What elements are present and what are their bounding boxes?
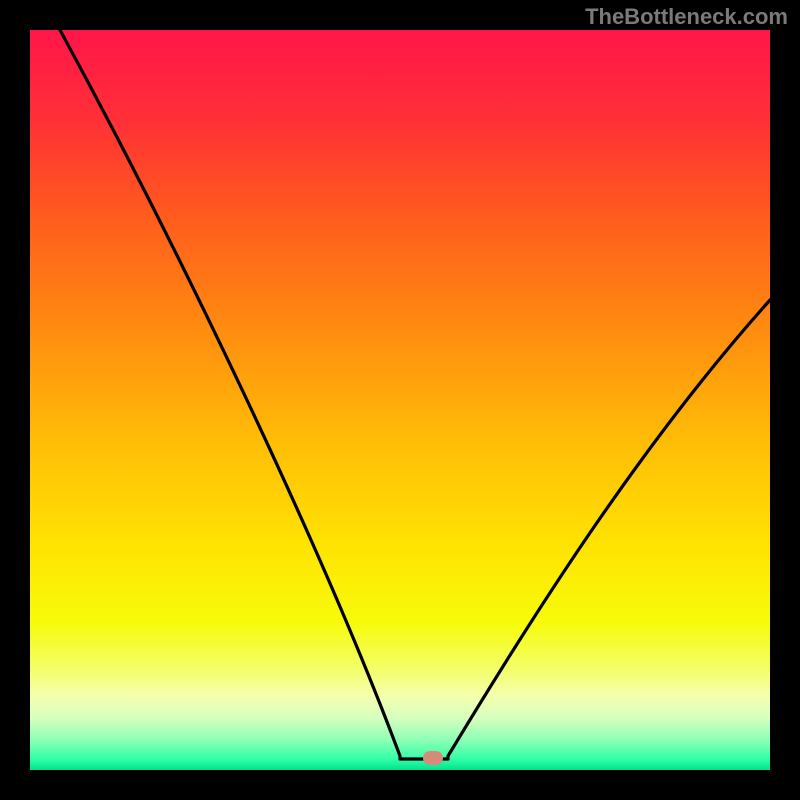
chart-container: TheBottleneck.com bbox=[0, 0, 800, 800]
frame-border bbox=[0, 0, 30, 800]
gradient-background bbox=[30, 30, 770, 770]
bottleneck-chart bbox=[0, 0, 800, 800]
frame-border bbox=[0, 770, 800, 800]
optimal-point-marker bbox=[423, 751, 443, 765]
watermark-text: TheBottleneck.com bbox=[585, 4, 788, 30]
frame-border bbox=[770, 0, 800, 800]
